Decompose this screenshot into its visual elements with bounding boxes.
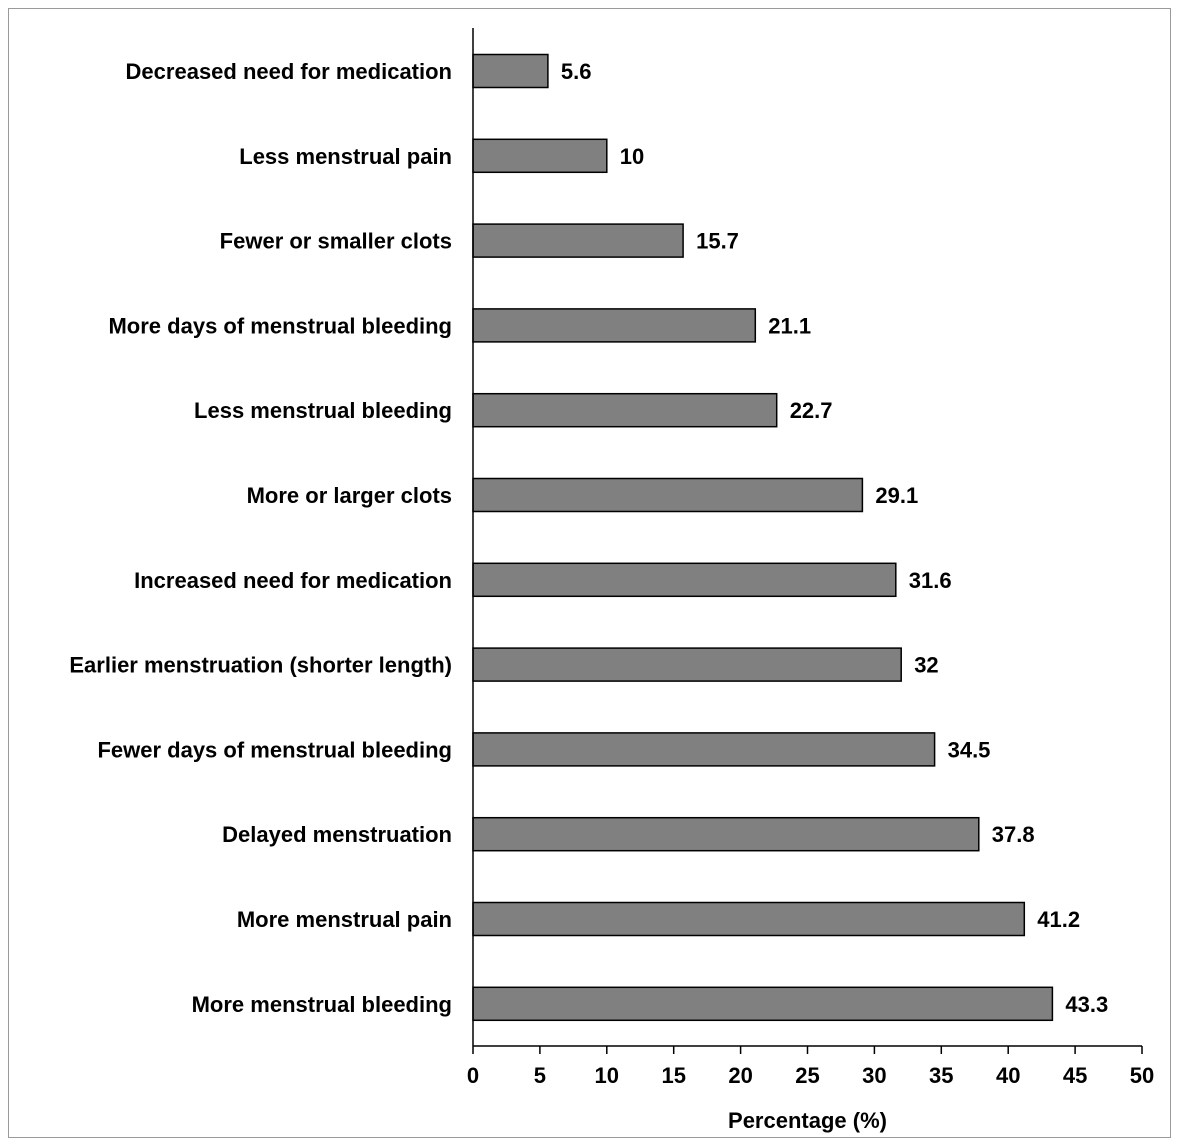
bars-group — [472, 53, 1054, 1022]
data-label: 43.3 — [1065, 992, 1108, 1017]
bar — [472, 223, 684, 258]
value-labels: 5.6 10 15.7 21.1 22.7 29.1 31.6 32 34.5 37.8 41.2 4… — [561, 59, 1108, 1017]
category-label: More days of menstrual bleeding — [108, 313, 452, 338]
x-tick-label: 35 — [929, 1063, 953, 1088]
x-tick-label: 0 — [467, 1063, 479, 1088]
bar — [472, 392, 778, 428]
bar — [472, 53, 549, 89]
category-label: More or larger clots — [247, 483, 452, 508]
category-label: Fewer or smaller clots — [220, 229, 452, 254]
data-label: 15.7 — [696, 229, 739, 254]
category-label: Decreased need for medication — [126, 59, 452, 84]
category-label: Delayed menstruation — [222, 822, 452, 847]
x-tick-label: 20 — [728, 1063, 752, 1088]
bar — [472, 732, 936, 767]
data-label: 10 — [620, 144, 644, 169]
axes — [472, 28, 1142, 1047]
data-label: 22.7 — [790, 398, 833, 423]
x-tick-label: 10 — [595, 1063, 619, 1088]
x-tick-label: 45 — [1063, 1063, 1087, 1088]
x-axis-title: Percentage (%) — [728, 1108, 887, 1133]
data-label: 5.6 — [561, 59, 592, 84]
data-label: 41.2 — [1037, 907, 1080, 932]
data-label: 34.5 — [948, 737, 991, 762]
x-tick-label: 50 — [1130, 1063, 1154, 1088]
bar — [472, 901, 1026, 937]
data-label: 21.1 — [768, 313, 811, 338]
x-tick-labels: 0 5 10 15 20 25 30 35 40 45 50 — [467, 1063, 1154, 1088]
x-tick-label: 25 — [795, 1063, 819, 1088]
bar — [472, 477, 864, 513]
category-label: Fewer days of menstrual bleeding — [97, 737, 452, 762]
category-label: Less menstrual pain — [239, 144, 452, 169]
bar — [472, 816, 980, 852]
x-tick-label: 40 — [996, 1063, 1020, 1088]
category-labels: Decreased need for medication Less menstr… — [69, 59, 452, 1017]
data-label: 32 — [914, 653, 938, 678]
x-tick-label: 5 — [534, 1063, 546, 1088]
bar — [472, 562, 897, 598]
data-label: 37.8 — [992, 822, 1035, 847]
category-label: More menstrual bleeding — [192, 992, 452, 1017]
x-tick-label: 30 — [862, 1063, 886, 1088]
category-label: Earlier menstruation (shorter length) — [69, 653, 452, 678]
data-label: 29.1 — [875, 483, 918, 508]
category-label: More menstrual pain — [237, 907, 452, 932]
bar — [472, 986, 1054, 1022]
x-ticks — [472, 1046, 1143, 1054]
x-tick-label: 15 — [661, 1063, 685, 1088]
category-label: Increased need for medication — [134, 568, 452, 593]
bar — [472, 138, 608, 174]
data-label: 31.6 — [909, 568, 952, 593]
bar — [472, 308, 757, 343]
category-label: Less menstrual bleeding — [194, 398, 452, 423]
bar — [472, 647, 902, 682]
